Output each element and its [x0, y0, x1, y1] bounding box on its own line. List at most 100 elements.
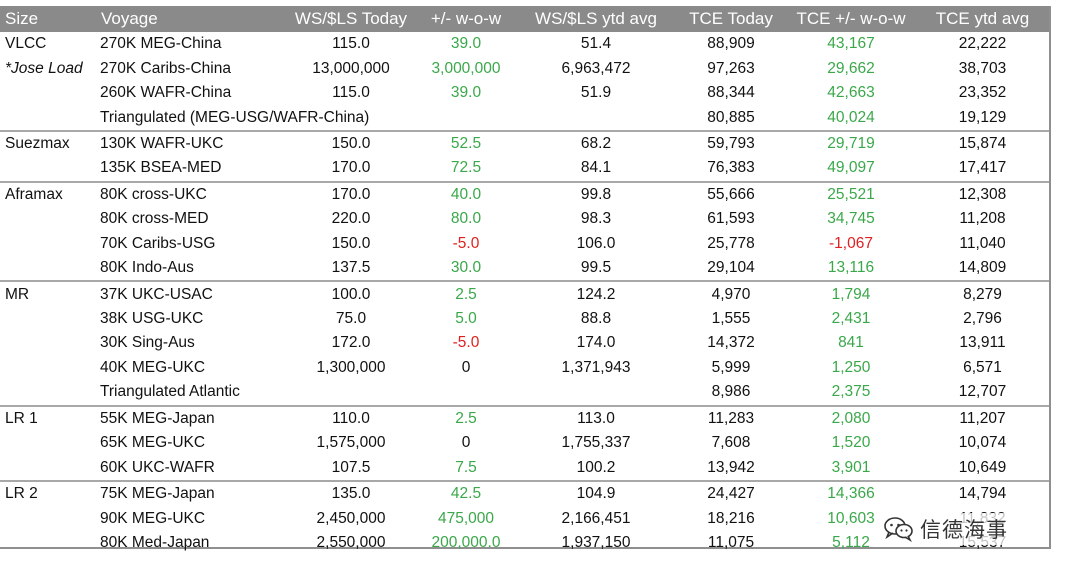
tce-ytd-cell: 11,207 — [916, 404, 1049, 431]
ws-wow-cell: 40.0 — [416, 180, 516, 208]
ws-ytd-cell: 106.0 — [576, 234, 616, 252]
tce-ytd-cell: 17,417 — [958, 159, 1007, 177]
table-header-row: Size Voyage WS/$LS Today +/- w-o-w WS/$L… — [0, 6, 1049, 32]
voyage-cell: 60K UKC-WAFR — [100, 458, 215, 476]
size-cell — [0, 256, 96, 281]
voyage-cell: 37K UKC-USAC — [96, 280, 286, 307]
ws-ytd-cell: 124.2 — [516, 280, 676, 307]
ws-ytd-cell: 1,937,150 — [561, 533, 631, 551]
ws-today-cell: 150.0 — [331, 234, 371, 252]
size-cell — [0, 356, 96, 380]
size-cell — [0, 455, 96, 480]
voyage-cell: 30K Sing-Aus — [100, 334, 195, 352]
ws-today-cell: 107.5 — [331, 458, 371, 476]
tce-today-cell: 55,666 — [676, 180, 786, 208]
ws-wow-cell: 42.5 — [416, 479, 516, 507]
ws-today-cell: 150.0 — [286, 129, 416, 157]
tce-today-cell: 1,555 — [711, 310, 751, 328]
ws-wow-cell: 200,000.0 — [431, 533, 501, 551]
wechat-icon — [884, 516, 914, 542]
ws-wow-cell — [416, 380, 516, 405]
ws-today-cell: 75.0 — [335, 310, 367, 328]
ws-ytd-cell: 6,963,472 — [561, 59, 631, 77]
table-row: 65K MEG-UKC 1,575,000 0 1,755,337 7,608 1,520… — [0, 431, 1049, 455]
header-tce-wow: TCE +/- w-o-w — [786, 6, 916, 32]
ws-ytd-cell: 51.4 — [580, 35, 612, 53]
ws-today-cell: 137.5 — [331, 259, 371, 277]
tce-ytd-cell: 11,208 — [959, 210, 1006, 228]
tce-ytd-cell: 6,571 — [963, 358, 1002, 376]
tce-today-cell: 88,344 — [707, 84, 755, 102]
tce-today-cell: 88,909 — [707, 35, 755, 53]
tce-wow-cell: 25,521 — [786, 180, 916, 208]
table-row: 260K WAFR-China 115.0 39.0 51.9 88,344 42,663… — [0, 81, 1049, 105]
tce-ytd-cell: 15,874 — [916, 129, 1049, 157]
tce-today-cell: 76,383 — [707, 159, 755, 177]
size-cell — [0, 156, 96, 181]
tce-wow-cell: 1,250 — [831, 358, 871, 376]
ws-today-cell: 1,575,000 — [316, 434, 386, 452]
ws-wow-cell: 0 — [461, 358, 471, 376]
tce-wow-cell: 34,745 — [827, 210, 875, 228]
tce-today-cell: 8,986 — [711, 383, 751, 401]
tce-wow-cell: 1,794 — [786, 280, 916, 307]
tce-today-cell: 14,372 — [707, 334, 755, 352]
voyage-cell: 135K BSEA-MED — [100, 159, 222, 177]
tce-today-cell: 80,885 — [707, 108, 755, 126]
table-body: VLCC 270K MEG-China 115.0 39.0 51.4 88,909 43,… — [0, 32, 1049, 555]
ws-today-cell: 115.0 — [332, 84, 370, 102]
ws-ytd-cell — [516, 380, 676, 405]
ws-today-cell: 100.0 — [286, 280, 416, 307]
size-cell: Suezmax — [0, 129, 96, 157]
voyage-cell: 40K MEG-UKC — [100, 358, 206, 376]
table-row: Aframax 80K cross-UKC 170.0 40.0 99.8 55,666 2… — [0, 180, 1049, 208]
voyage-cell: 260K WAFR-China — [100, 84, 232, 102]
voyage-cell: 130K WAFR-UKC — [96, 129, 286, 157]
tce-wow-cell: 1,520 — [831, 434, 871, 452]
tce-ytd-cell: 12,308 — [916, 180, 1049, 208]
ws-wow-cell: -5.0 — [452, 234, 480, 252]
table-row: Triangulated (MEG-USG/WAFR-China) 80,885 4… — [0, 105, 1049, 130]
tce-ytd-cell: 13,911 — [959, 334, 1006, 352]
tce-today-cell: 18,216 — [707, 509, 755, 527]
size-cell — [0, 307, 96, 331]
ws-ytd-cell: 99.5 — [580, 259, 612, 277]
ws-wow-cell: 80.0 — [450, 210, 482, 228]
tce-ytd-cell: 19,129 — [958, 108, 1007, 126]
table-row: LR 2 75K MEG-Japan 135.0 42.5 104.9 24,427 14,… — [0, 479, 1049, 507]
tce-ytd-cell: 23,352 — [958, 84, 1007, 102]
size-cell — [0, 331, 96, 355]
table-row: MR 37K UKC-USAC 100.0 2.5 124.2 4,970 1,794 8,2… — [0, 280, 1049, 307]
tce-wow-cell: 42,663 — [827, 84, 875, 102]
ws-today-cell: 110.0 — [286, 404, 416, 431]
ws-today-cell: 2,550,000 — [316, 533, 386, 551]
tce-ytd-cell: 22,222 — [958, 35, 1007, 53]
ws-ytd-cell: 1,371,943 — [561, 358, 631, 376]
size-cell: LR 2 — [0, 479, 96, 507]
ws-today-cell: 1,300,000 — [316, 358, 386, 376]
ws-today-cell: 170.0 — [331, 159, 371, 177]
table-row: Triangulated Atlantic 8,986 2,375 12,707 — [0, 380, 1049, 405]
voyage-cell: 70K Caribs-USG — [100, 234, 216, 252]
table-row: 40K MEG-UKC 1,300,000 0 1,371,943 5,999 1,250… — [0, 356, 1049, 380]
table-row: 30K Sing-Aus 172.0 -5.0 174.0 14,372 841 13,91… — [0, 331, 1049, 355]
ws-ytd-cell — [516, 105, 676, 130]
table-row: 60K UKC-WAFR 107.5 7.5 100.2 13,942 3,901 10,6… — [0, 455, 1049, 480]
ws-wow-cell: 3,000,000 — [431, 59, 501, 77]
tce-today-cell: 11,283 — [676, 404, 786, 431]
size-cell — [0, 506, 96, 530]
ws-ytd-cell: 113.0 — [516, 404, 676, 431]
ws-today-cell: 13,000,000 — [312, 59, 390, 77]
ws-wow-cell: 39.0 — [450, 35, 482, 53]
watermark-text: 信德海事 — [920, 518, 1008, 542]
ws-today-cell — [286, 380, 416, 405]
tce-wow-cell: 49,097 — [827, 159, 875, 177]
voyage-cell: Triangulated (MEG-USG/WAFR-China) — [100, 108, 370, 126]
table-row: *Jose Load 270K Caribs-China 13,000,000 3,0… — [0, 56, 1049, 80]
ws-ytd-cell: 68.2 — [516, 129, 676, 157]
ws-today-cell: 172.0 — [331, 334, 371, 352]
tce-today-cell: 4,970 — [676, 280, 786, 307]
ws-ytd-cell: 51.9 — [580, 84, 612, 102]
size-cell — [0, 232, 96, 256]
watermark: 信德海事 — [880, 513, 1012, 545]
